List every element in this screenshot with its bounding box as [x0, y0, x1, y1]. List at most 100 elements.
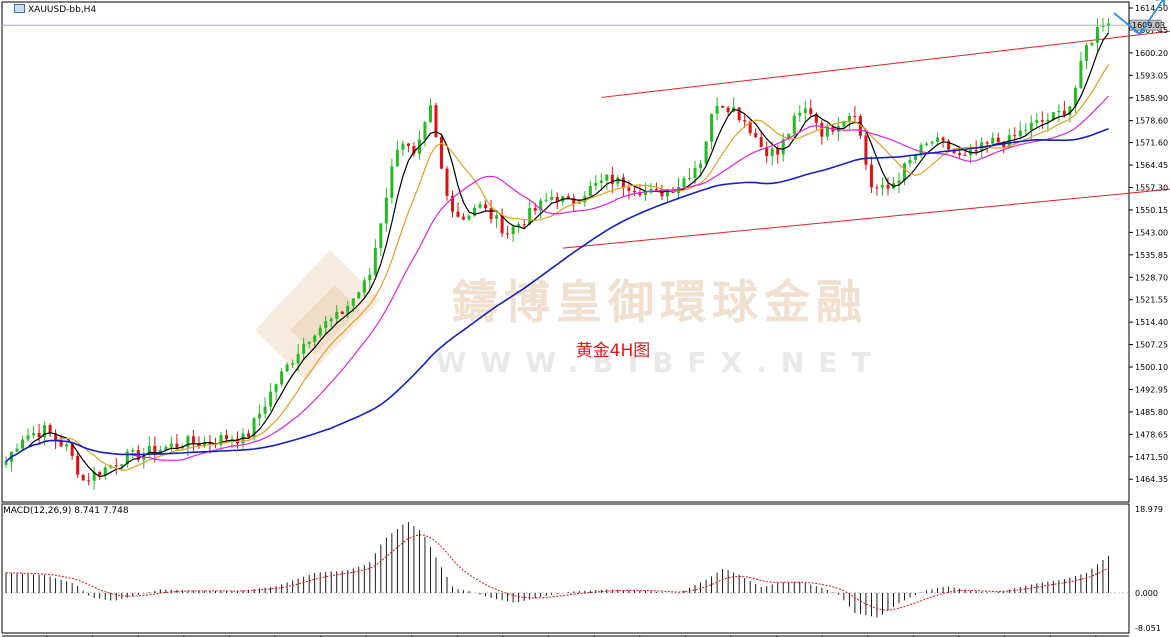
- candle: [423, 120, 427, 147]
- candle-body: [776, 148, 780, 155]
- candle: [32, 425, 36, 439]
- main-pane-frame: [1, 1, 1130, 503]
- candle-body: [599, 180, 603, 184]
- candle-body: [792, 115, 796, 134]
- candle-body: [390, 166, 394, 198]
- candle-body: [803, 108, 807, 113]
- candle-body: [858, 116, 862, 136]
- candle: [439, 133, 443, 170]
- macd-pane-frame: [1, 503, 1130, 634]
- candle-body: [842, 120, 846, 127]
- candle-body: [1046, 120, 1050, 122]
- candle-body: [1051, 112, 1055, 121]
- candle-body: [539, 200, 543, 211]
- macd-signal-line: [5, 534, 1109, 611]
- candle: [925, 141, 929, 147]
- candle: [98, 471, 102, 480]
- candle-body: [903, 163, 907, 181]
- candle: [792, 112, 796, 139]
- candle-body: [191, 436, 195, 444]
- candle-body: [1095, 26, 1099, 43]
- candle: [605, 173, 609, 191]
- candle-body: [721, 105, 725, 108]
- candle-body: [710, 113, 714, 142]
- current-price-label: 1609.03: [1132, 21, 1165, 30]
- candle: [528, 199, 532, 226]
- candle-body: [324, 321, 328, 328]
- candle-body: [4, 461, 8, 465]
- candle: [610, 166, 614, 194]
- candle-body: [787, 133, 791, 140]
- y-tick-label: 1593.05: [1135, 71, 1168, 80]
- y-tick-label: 1521.55: [1135, 296, 1168, 305]
- candle-body: [450, 195, 454, 212]
- watermark-cn: 鑄博皇御環球金融: [451, 275, 868, 329]
- candle: [362, 277, 366, 297]
- candle-body: [665, 189, 669, 197]
- candle: [864, 128, 868, 171]
- candle: [715, 97, 719, 121]
- candle-body: [616, 177, 620, 184]
- candle-body: [131, 449, 135, 452]
- candle: [677, 177, 681, 200]
- candle-body: [395, 149, 399, 167]
- candle-body: [1062, 110, 1066, 116]
- candle: [15, 443, 19, 453]
- candle-body: [291, 363, 295, 365]
- candle: [175, 433, 179, 451]
- candle: [1095, 18, 1099, 51]
- candle: [875, 184, 879, 196]
- candle-body: [688, 177, 692, 179]
- candle: [224, 429, 228, 441]
- candle-body: [577, 202, 581, 204]
- candle-body: [886, 184, 890, 189]
- candle: [252, 416, 256, 441]
- candle-body: [919, 144, 923, 156]
- candle-body: [1035, 120, 1039, 123]
- candle-body: [770, 148, 774, 156]
- y-tick-label: 1528.70: [1135, 273, 1168, 282]
- macd-label: MACD(12,26,9) 8.741 7.748: [3, 506, 129, 516]
- candle: [379, 223, 383, 257]
- candle-body: [814, 113, 818, 123]
- candle-body: [401, 143, 405, 150]
- candle: [125, 448, 129, 468]
- y-tick-label: 1507.25: [1135, 341, 1168, 350]
- candle: [434, 102, 438, 139]
- candle-body: [820, 122, 824, 137]
- candle: [313, 334, 317, 347]
- candle: [307, 341, 311, 349]
- candle: [991, 132, 995, 147]
- candle-body: [765, 146, 769, 156]
- candle-body: [59, 440, 63, 447]
- candle-body: [495, 215, 499, 219]
- y-tick-label: 1485.80: [1135, 408, 1168, 417]
- candle: [654, 182, 658, 191]
- candle: [318, 324, 322, 339]
- candle-body: [566, 196, 570, 199]
- candle-body: [103, 467, 107, 476]
- candle: [169, 436, 173, 453]
- candle: [467, 214, 471, 221]
- candle: [291, 359, 295, 369]
- chart-window-icon: [14, 4, 25, 13]
- candle-body: [798, 112, 802, 116]
- candle-body: [180, 447, 184, 449]
- y-tick-label: 1557.30: [1135, 184, 1168, 193]
- candle-body: [285, 364, 289, 372]
- candle-body: [54, 433, 58, 441]
- candle-body: [164, 446, 168, 450]
- candle-body: [991, 137, 995, 144]
- candle-body: [748, 121, 752, 134]
- candle-body: [550, 196, 554, 200]
- channel-lower-line: [562, 188, 1170, 249]
- y-tick-label: 1492.95: [1135, 385, 1168, 394]
- candle: [302, 337, 306, 360]
- candle-body: [809, 108, 813, 114]
- candle-body: [373, 247, 377, 275]
- candle-body: [500, 215, 504, 234]
- candle-body: [605, 174, 609, 181]
- candle-body: [484, 204, 488, 209]
- candle: [958, 147, 962, 159]
